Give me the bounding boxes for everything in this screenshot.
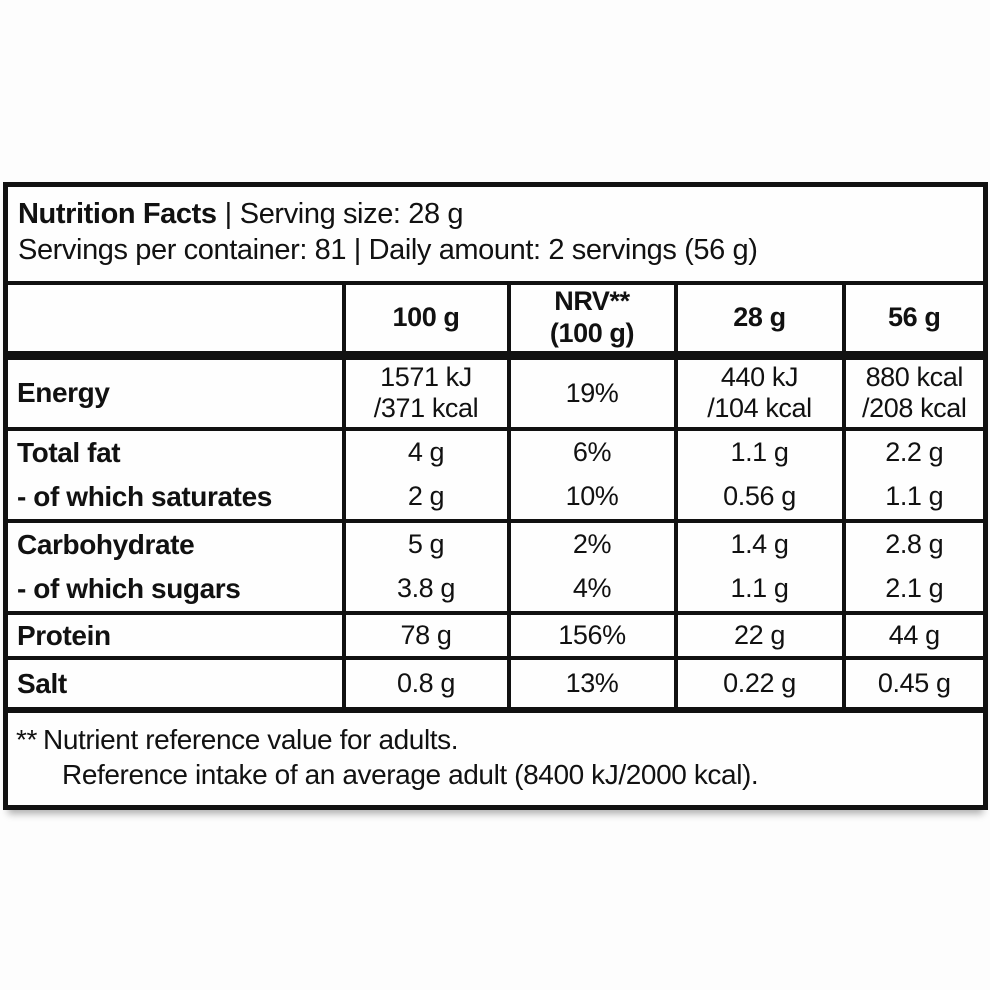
carbohydrate-28g-cell: 1.4 g bbox=[673, 521, 844, 568]
energy-100g-kj: 1571 kJ bbox=[380, 361, 472, 392]
row-label-salt: Salt bbox=[5, 658, 344, 714]
row-label-protein: Protein bbox=[5, 613, 344, 661]
sugars-nrv-cell: 4% bbox=[506, 567, 676, 616]
saturates-nrv-cell: 10% bbox=[506, 475, 676, 524]
column-header-28g: 28 g bbox=[673, 283, 844, 360]
nutrition-label: Nutrition Facts | Serving size: 28 g Servi… bbox=[3, 182, 988, 811]
footnote-line-2: Reference intake of an average adult (84… bbox=[62, 759, 759, 791]
column-header-56g: 56 g bbox=[841, 283, 986, 360]
total-fat-56g-cell: 2.2 g bbox=[841, 429, 986, 476]
table-row-energy: Energy 1571 kJ /371 kcal 19% 440 kJ /104… bbox=[5, 355, 986, 432]
total-fat-100g-cell: 4 g bbox=[341, 429, 509, 476]
protein-56g-cell: 44 g bbox=[841, 613, 986, 661]
total-fat-nrv-cell: 6% bbox=[506, 429, 676, 476]
column-header-blank bbox=[5, 283, 344, 360]
carbohydrate-56g-cell: 2.8 g bbox=[841, 521, 986, 568]
table-row-protein: Protein 78 g 156% 22 g 44 g bbox=[5, 613, 986, 661]
footnote-cell: ** Nutrient reference value for adults. R… bbox=[6, 710, 986, 808]
salt-100g-cell: 0.8 g bbox=[341, 658, 509, 714]
carbohydrate-nrv-cell: 2% bbox=[506, 521, 676, 568]
nutrition-facts-table: Nutrition Facts | Serving size: 28 g Servi… bbox=[3, 182, 988, 811]
saturates-100g-cell: 2 g bbox=[341, 475, 509, 524]
protein-100g-cell: 78 g bbox=[341, 613, 509, 661]
column-header-100g: 100 g bbox=[341, 283, 509, 360]
table-row-carbohydrate: Carbohydrate 5 g 2% 1.4 g 2.8 g bbox=[6, 521, 986, 568]
row-label-energy: Energy bbox=[5, 355, 344, 432]
title-cell: Nutrition Facts | Serving size: 28 g Servi… bbox=[5, 184, 986, 285]
footnote-line-1-text: Nutrient reference value for adults. bbox=[43, 724, 459, 756]
footnote-marker: ** bbox=[16, 724, 37, 756]
energy-nrv-cell: 19% bbox=[506, 355, 676, 432]
table-row-total-fat: Total fat 4 g 6% 1.1 g 2.2 g bbox=[6, 429, 986, 476]
protein-nrv-cell: 156% bbox=[506, 613, 676, 661]
row-label-total-fat: Total fat bbox=[17, 437, 121, 469]
title-line-1: Nutrition Facts | Serving size: 28 g bbox=[18, 196, 973, 232]
column-header-nrv: NRV** (100 g) bbox=[506, 283, 676, 360]
sugars-56g-cell: 2.1 g bbox=[841, 567, 986, 616]
salt-28g-cell: 0.22 g bbox=[673, 658, 844, 714]
footnote-row: ** Nutrient reference value for adults. R… bbox=[6, 710, 986, 808]
table-row-salt: Salt 0.8 g 13% 0.22 g 0.45 g bbox=[5, 658, 986, 714]
title-separator: | bbox=[224, 197, 233, 230]
energy-56g-kcal1: 880 kcal bbox=[865, 361, 964, 392]
saturates-56g-cell: 1.1 g bbox=[841, 475, 986, 524]
energy-28g-kcal: /104 kcal bbox=[707, 393, 812, 424]
title-row: Nutrition Facts | Serving size: 28 g Servi… bbox=[5, 184, 986, 285]
salt-56g-cell: 0.45 g bbox=[841, 658, 986, 714]
label-title: Nutrition Facts bbox=[18, 197, 217, 230]
column-header-row: 100 g NRV** (100 g) 28 g 56 g bbox=[5, 283, 986, 360]
energy-56g-kcal2: /208 kcal bbox=[862, 393, 967, 424]
energy-28g-kj: 440 kJ bbox=[720, 361, 799, 392]
row-label-carbohydrate: Carbohydrate bbox=[17, 529, 195, 561]
servings-line: Servings per container: 81 | Daily amoun… bbox=[18, 234, 758, 266]
footnote-line-1: ** Nutrient reference value for adults. bbox=[16, 722, 973, 757]
table-row-saturates: - of which saturates 2 g 10% 0.56 g 1.1 … bbox=[5, 475, 986, 524]
carbohydrate-100g-cell: 5 g bbox=[341, 521, 509, 568]
total-fat-28g-cell: 1.1 g bbox=[673, 429, 844, 476]
salt-nrv-cell: 13% bbox=[506, 658, 676, 714]
serving-size-text: Serving size: 28 g bbox=[239, 197, 464, 230]
protein-28g-cell: 22 g bbox=[673, 613, 844, 661]
energy-56g-cell: 880 kcal /208 kcal bbox=[841, 355, 986, 432]
energy-28g-cell: 440 kJ /104 kcal bbox=[673, 355, 844, 432]
energy-100g-cell: 1571 kJ /371 kcal bbox=[341, 355, 509, 432]
row-label-saturates: - of which saturates bbox=[5, 475, 344, 524]
saturates-28g-cell: 0.56 g bbox=[673, 475, 844, 524]
column-header-nrv-line1: NRV** bbox=[554, 286, 630, 316]
sugars-100g-cell: 3.8 g bbox=[341, 567, 509, 616]
table-row-sugars: - of which sugars 3.8 g 4% 1.1 g 2.1 g bbox=[5, 567, 986, 616]
row-label-sugars: - of which sugars bbox=[5, 567, 344, 616]
energy-100g-kcal: /371 kcal bbox=[373, 393, 479, 424]
sugars-28g-cell: 1.1 g bbox=[673, 567, 844, 616]
column-header-nrv-line2: (100 g) bbox=[549, 317, 635, 348]
